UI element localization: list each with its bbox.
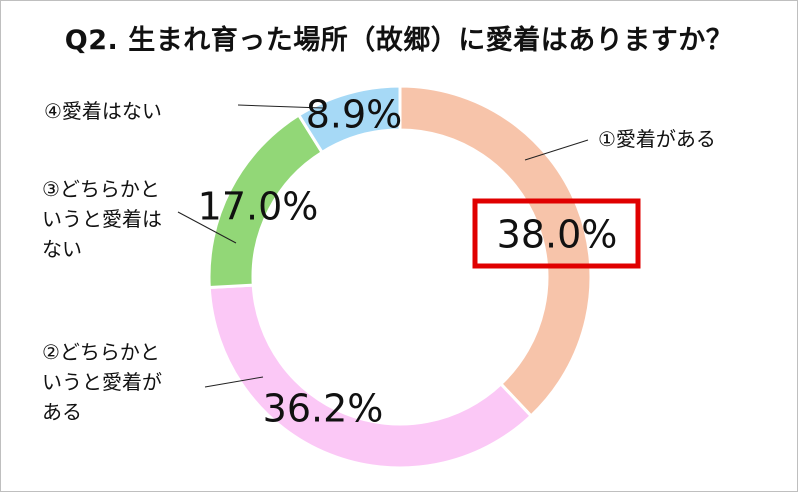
category-label-line: ④愛着はない (44, 99, 162, 123)
category-label-line: いうと愛着は (42, 207, 162, 231)
category-label-line: ②どちらかと (42, 340, 160, 364)
category-label-dochiraka-nai: ③どちらかというと愛着はない (42, 177, 162, 261)
leader-line-dochiraka-nai (177, 211, 237, 244)
category-label-aichaku-ga-aru: ①愛着がある (598, 127, 716, 151)
category-label-line: ③どちらかと (42, 177, 160, 201)
leader-lines (177, 104, 589, 388)
value-label-dochiraka-aru: 36.2% (263, 387, 384, 431)
chart-title: Q2. 生まれ育った場所（故郷）に愛着はありますか？ (64, 25, 734, 56)
category-label-line: いうと愛着が (42, 370, 162, 394)
slice-aichaku-wa-nai (296, 84, 402, 155)
value-label-aichaku-ga-aru: 38.0% (497, 213, 618, 257)
donut-slices (207, 84, 593, 470)
highlight-box (472, 198, 641, 269)
value-label-aichaku-wa-nai: 8.9% (306, 93, 403, 137)
category-label-line: ①愛着がある (598, 127, 716, 151)
category-label-aichaku-wa-nai: ④愛着はない (44, 99, 162, 123)
leader-line-aichaku-wa-nai (237, 104, 324, 109)
category-labels: ①愛着がある ②どちらかというと愛着がある ③どちらかというと愛着はない ④愛着はない (42, 99, 716, 424)
value-labels: 38.0% 36.2% 17.0% 8.9% (198, 93, 618, 431)
category-label-dochiraka-aru: ②どちらかというと愛着がある (42, 340, 162, 424)
category-label-line: ない (42, 237, 82, 261)
value-label-dochiraka-nai: 17.0% (198, 185, 319, 229)
category-label-line: ある (42, 400, 82, 424)
leader-line-aichaku-ga-aru (524, 139, 589, 161)
leader-line-dochiraka-aru (204, 376, 264, 388)
slice-dochiraka-aru (207, 283, 534, 470)
slice-aichaku-ga-aru (398, 84, 593, 419)
